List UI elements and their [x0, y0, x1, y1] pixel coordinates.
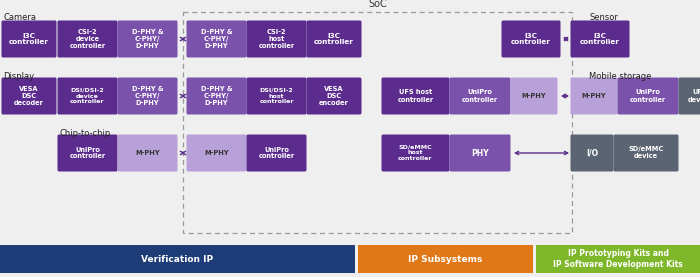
- Text: UFS host
controller: UFS host controller: [398, 89, 433, 102]
- Text: Sensor: Sensor: [589, 13, 618, 22]
- Text: M-PHY: M-PHY: [522, 93, 546, 99]
- FancyBboxPatch shape: [246, 78, 307, 114]
- Text: Display: Display: [3, 72, 34, 81]
- FancyBboxPatch shape: [186, 20, 246, 58]
- FancyBboxPatch shape: [186, 135, 246, 171]
- FancyBboxPatch shape: [1, 20, 57, 58]
- Text: UFS
device: UFS device: [688, 89, 700, 102]
- FancyBboxPatch shape: [617, 78, 678, 114]
- Text: M-PHY: M-PHY: [582, 93, 606, 99]
- Bar: [358, 245, 533, 273]
- FancyBboxPatch shape: [382, 78, 449, 114]
- FancyBboxPatch shape: [449, 78, 510, 114]
- Text: PHY: PHY: [471, 148, 489, 158]
- Text: Verification IP: Verification IP: [141, 255, 214, 263]
- Text: IP Prototyping Kits and
IP Software Development Kits: IP Prototyping Kits and IP Software Deve…: [553, 249, 683, 269]
- Text: I3C
controller: I3C controller: [580, 32, 620, 45]
- Bar: [183, 12, 572, 233]
- Text: D-PHY &
C-PHY/
D-PHY: D-PHY & C-PHY/ D-PHY: [201, 86, 232, 106]
- Text: M-PHY: M-PHY: [204, 150, 229, 156]
- FancyBboxPatch shape: [307, 20, 361, 58]
- Text: Camera: Camera: [3, 13, 36, 22]
- Text: Chip-to-chip: Chip-to-chip: [60, 129, 111, 138]
- Text: VESA
DSC
decoder: VESA DSC decoder: [14, 86, 44, 106]
- FancyBboxPatch shape: [57, 135, 118, 171]
- Text: CSI-2
device
controller: CSI-2 device controller: [69, 29, 106, 49]
- Text: Mobile storage: Mobile storage: [589, 72, 652, 81]
- Text: I3C
controller: I3C controller: [9, 32, 49, 45]
- Text: UniPro
controller: UniPro controller: [69, 147, 106, 160]
- Text: UniPro
controller: UniPro controller: [630, 89, 666, 102]
- FancyBboxPatch shape: [570, 78, 617, 114]
- FancyBboxPatch shape: [570, 135, 613, 171]
- Text: SD/eMMC
device: SD/eMMC device: [629, 147, 664, 160]
- Text: CSI-2
host
controller: CSI-2 host controller: [258, 29, 295, 49]
- Text: M-PHY: M-PHY: [135, 150, 160, 156]
- FancyBboxPatch shape: [501, 20, 561, 58]
- Text: DSI/DSI-2
device
controller: DSI/DSI-2 device controller: [70, 88, 105, 104]
- Text: I/O: I/O: [586, 148, 598, 158]
- FancyBboxPatch shape: [510, 78, 557, 114]
- Bar: [0, 245, 355, 273]
- FancyBboxPatch shape: [118, 20, 178, 58]
- Text: DSI/DSI-2
host
controller: DSI/DSI-2 host controller: [259, 88, 294, 104]
- FancyBboxPatch shape: [382, 135, 449, 171]
- FancyBboxPatch shape: [57, 20, 118, 58]
- Bar: [536, 245, 700, 273]
- Text: VESA
DSC
encoder: VESA DSC encoder: [319, 86, 349, 106]
- Text: D-PHY &
C-PHY/
D-PHY: D-PHY & C-PHY/ D-PHY: [132, 86, 163, 106]
- Text: UniPro
controller: UniPro controller: [258, 147, 295, 160]
- FancyBboxPatch shape: [186, 78, 246, 114]
- FancyBboxPatch shape: [449, 135, 510, 171]
- Text: SoC: SoC: [368, 0, 387, 9]
- FancyBboxPatch shape: [246, 135, 307, 171]
- FancyBboxPatch shape: [570, 20, 629, 58]
- Text: I3C
controller: I3C controller: [314, 32, 354, 45]
- FancyBboxPatch shape: [678, 78, 700, 114]
- FancyBboxPatch shape: [613, 135, 678, 171]
- Text: I3C
controller: I3C controller: [511, 32, 551, 45]
- FancyBboxPatch shape: [118, 135, 178, 171]
- Text: UniPro
controller: UniPro controller: [462, 89, 498, 102]
- Text: SD/eMMC
host
controller: SD/eMMC host controller: [398, 145, 433, 161]
- FancyBboxPatch shape: [307, 78, 361, 114]
- FancyBboxPatch shape: [246, 20, 307, 58]
- FancyBboxPatch shape: [1, 78, 57, 114]
- FancyBboxPatch shape: [57, 78, 118, 114]
- Text: D-PHY &
C-PHY/
D-PHY: D-PHY & C-PHY/ D-PHY: [132, 29, 163, 49]
- Text: IP Subsystems: IP Subsystems: [408, 255, 483, 263]
- Text: D-PHY &
C-PHY/
D-PHY: D-PHY & C-PHY/ D-PHY: [201, 29, 232, 49]
- FancyBboxPatch shape: [118, 78, 178, 114]
